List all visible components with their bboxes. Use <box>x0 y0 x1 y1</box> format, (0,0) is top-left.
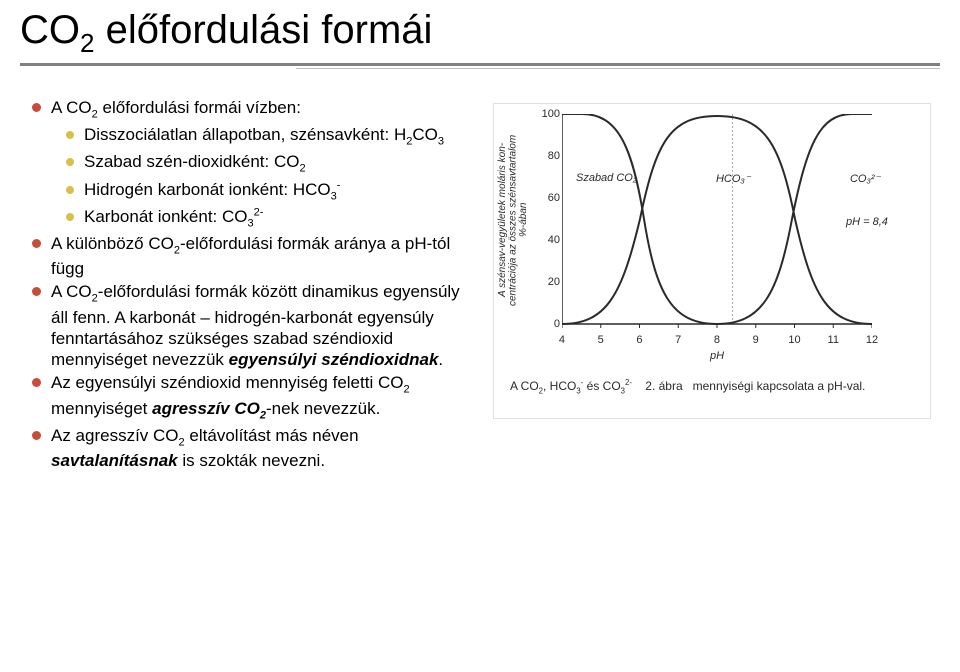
y-tick-label: 0 <box>536 318 560 330</box>
chart-annotation: CO₃²⁻ <box>850 172 880 185</box>
bullet-text: Szabad szén-dioxidként: CO2 <box>84 151 306 176</box>
bullet-icon <box>66 186 74 194</box>
x-tick-label: 8 <box>708 334 726 346</box>
bullet-icon <box>66 131 74 139</box>
y-tick-label: 80 <box>536 150 560 162</box>
figure-column: A szénsav-vegyületek moláris kon-centrác… <box>493 97 942 473</box>
list-item: A különböző CO2-előfordulási formák arán… <box>22 233 481 279</box>
bullet-icon <box>66 158 74 166</box>
x-tick-label: 7 <box>669 334 687 346</box>
x-tick-label: 10 <box>785 334 803 346</box>
title-underline <box>20 63 940 66</box>
list-item: Karbonát ionként: CO32- <box>22 206 481 231</box>
slide-title: CO2 előfordulási formái <box>20 8 940 59</box>
x-axis-label: pH <box>562 350 872 362</box>
bullet-text: A CO2-előfordulási formák között dinamik… <box>51 281 481 370</box>
bullet-text: A különböző CO2-előfordulási formák arán… <box>51 233 481 279</box>
list-item: Szabad szén-dioxidként: CO2 <box>22 151 481 176</box>
x-tick-label: 12 <box>863 334 881 346</box>
x-tick-label: 6 <box>630 334 648 346</box>
list-item: Hidrogén karbonát ionként: HCO3- <box>22 179 481 204</box>
content-area: A CO2 előfordulási formái vízben:Disszoc… <box>0 69 960 473</box>
bullet-icon <box>32 431 41 440</box>
y-tick-label: 40 <box>536 234 560 246</box>
chart-annotation: pH = 8,4 <box>846 216 888 228</box>
bullet-text: Disszociálatlan állapotban, szénsavként:… <box>84 124 444 149</box>
x-tick-label: 4 <box>553 334 571 346</box>
bullet-list: A CO2 előfordulási formái vízben:Disszoc… <box>22 97 481 473</box>
list-item: Az agresszív CO2 eltávolítást más néven … <box>22 425 481 471</box>
figure-box: A szénsav-vegyületek moláris kon-centrác… <box>493 103 931 419</box>
bullet-icon <box>32 239 41 248</box>
chart-annotation: HCO₃⁻ <box>716 172 751 185</box>
y-axis-label: A szénsav-vegyületek moláris kon-centrác… <box>498 110 556 330</box>
y-tick-label: 20 <box>536 276 560 288</box>
chart-svg <box>562 114 872 330</box>
x-tick-label: 5 <box>592 334 610 346</box>
bullet-text: Az egyensúlyi széndioxid mennyiség felet… <box>51 372 481 422</box>
bullet-icon <box>66 213 74 221</box>
x-tick-label: 9 <box>747 334 765 346</box>
bullet-text: A CO2 előfordulási formái vízben: <box>51 97 301 122</box>
bullet-icon <box>32 378 41 387</box>
chart-annotation: Szabad CO₂ <box>576 172 637 184</box>
list-item: Az egyensúlyi széndioxid mennyiség felet… <box>22 372 481 422</box>
list-item: A CO2-előfordulási formák között dinamik… <box>22 281 481 370</box>
bullet-text: Az agresszív CO2 eltávolítást más néven … <box>51 425 481 471</box>
list-item: A CO2 előfordulási formái vízben: <box>22 97 481 122</box>
y-tick-label: 100 <box>536 108 560 120</box>
x-tick-label: 11 <box>824 334 842 346</box>
bullet-text: Karbonát ionként: CO32- <box>84 206 263 231</box>
title-region: CO2 előfordulási formái <box>0 0 960 69</box>
bullet-text: Hidrogén karbonát ionként: HCO3- <box>84 179 340 204</box>
bullet-icon <box>32 287 41 296</box>
figure-caption: A CO2, HCO3- és CO32- 2. ábra mennyiségi… <box>510 378 920 395</box>
y-tick-label: 60 <box>536 192 560 204</box>
list-item: Disszociálatlan állapotban, szénsavként:… <box>22 124 481 149</box>
bullet-icon <box>32 103 41 112</box>
